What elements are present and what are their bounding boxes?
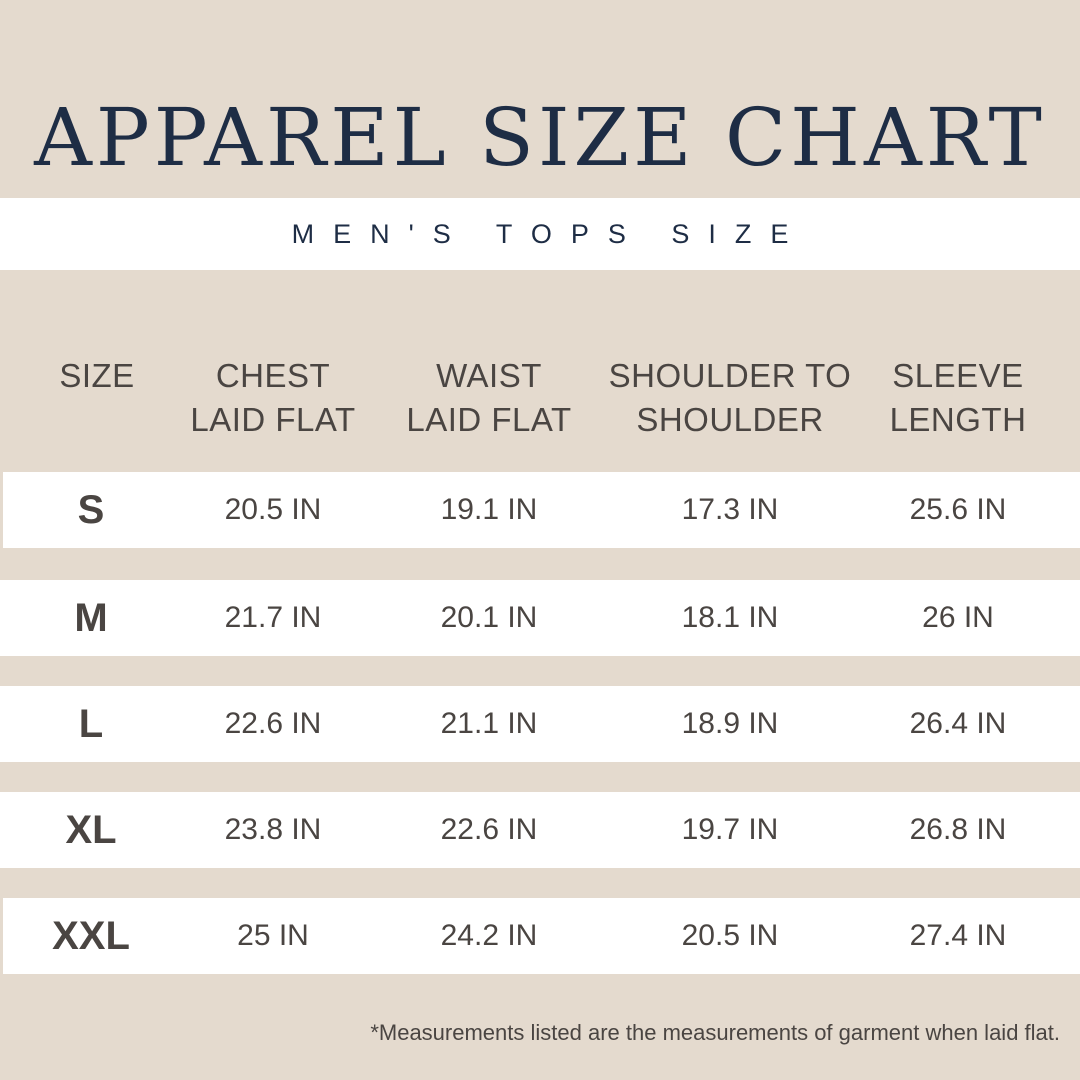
table-row-l: L 22.6 IN 21.1 IN 18.9 IN 26.4 IN [0,686,1080,762]
size-cell: S [77,488,105,532]
shoulder-cell: 17.3 IN [681,493,779,526]
chest-cell: 22.6 IN [224,707,322,740]
header-waist-line1: WAIST [436,357,542,394]
sleeve-cell: 26.8 IN [909,813,1007,846]
header-sleeve-line1: SLEEVE [892,357,1024,394]
table-row-s: S 20.5 IN 19.1 IN 17.3 IN 25.6 IN [3,472,1080,548]
header-shoulder-line2: SHOULDER [636,401,824,438]
size-cell: L [78,702,104,746]
waist-cell: 19.1 IN [440,493,538,526]
chest-cell: 21.7 IN [224,601,322,634]
page-title: APPAREL SIZE CHART [34,91,1046,184]
page-subtitle: MEN'S TOPS SIZE [291,219,808,249]
header-shoulder: SHOULDER TO SHOULDER [600,354,860,442]
header-chest: CHEST LAID FLAT [173,354,373,442]
subtitle-band [0,198,1080,270]
size-cell: XL [65,808,117,852]
header-chest-line1: CHEST [215,357,331,394]
chest-cell: 25 IN [237,919,309,952]
waist-cell: 24.2 IN [440,919,538,952]
table-row-xxl: XXL 25 IN 24.2 IN 20.5 IN 27.4 IN [3,898,1080,974]
header-chest-line2: LAID FLAT [190,401,356,438]
chest-cell: 20.5 IN [224,493,322,526]
waist-cell: 21.1 IN [440,707,538,740]
header-sleeve: SLEEVE LENGTH [868,354,1048,442]
header-sleeve-line2: LENGTH [889,401,1027,438]
table-row-m: M 21.7 IN 20.1 IN 18.1 IN 26 IN [0,580,1080,656]
header-size-label: SIZE [59,357,135,394]
header-shoulder-line1: SHOULDER TO [608,357,852,394]
sleeve-cell: 27.4 IN [909,919,1007,952]
footnote: *Measurements listed are the measurement… [370,1020,1060,1045]
sleeve-cell: 26 IN [922,601,994,634]
shoulder-cell: 18.9 IN [681,707,779,740]
size-cell: XXL [52,914,130,958]
sleeve-cell: 25.6 IN [909,493,1007,526]
waist-cell: 22.6 IN [440,813,538,846]
shoulder-cell: 20.5 IN [681,919,779,952]
size-cell: M [74,596,108,640]
waist-cell: 20.1 IN [440,601,538,634]
header-waist: WAIST LAID FLAT [389,354,589,442]
header-waist-line2: LAID FLAT [406,401,572,438]
header-size: SIZE [42,354,152,398]
shoulder-cell: 19.7 IN [681,813,779,846]
shoulder-cell: 18.1 IN [681,601,779,634]
table-row-xl: XL 23.8 IN 22.6 IN 19.7 IN 26.8 IN [0,792,1080,868]
chest-cell: 23.8 IN [224,813,322,846]
sleeve-cell: 26.4 IN [909,707,1007,740]
